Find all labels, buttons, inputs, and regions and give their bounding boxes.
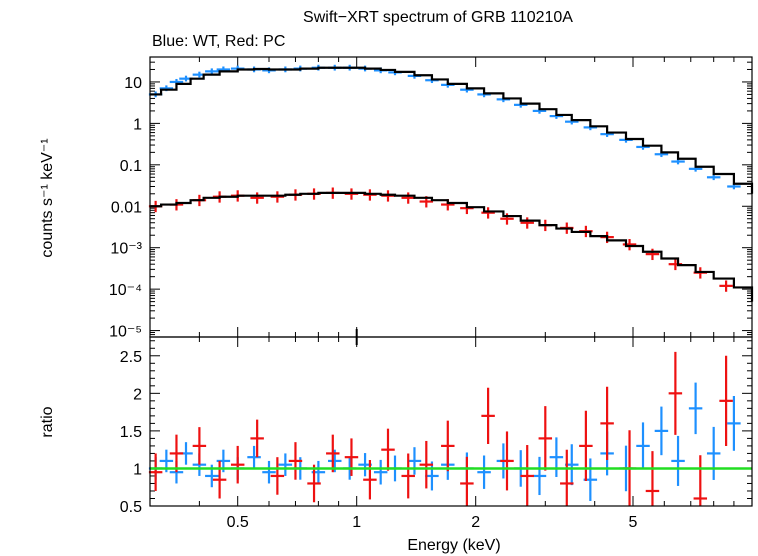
pc-ratio-point [288,442,303,480]
pc-ratio-point [401,453,415,499]
pc-data-point [719,280,733,292]
pc-ratio-point [212,460,227,499]
top-y-tick-label: 10⁻³ [110,241,142,258]
pc-ratio-point [538,406,553,471]
wt-ratio-point [278,453,293,476]
pc-data-point [344,188,359,200]
x-axis-label: Energy (keV) [407,537,500,554]
pc-data-point [481,207,495,219]
pc-ratio-point [307,464,321,503]
top-y-tick-label: 10⁻⁴ [109,282,142,299]
wt-ratio-point [425,461,439,491]
pc-ratio-point [460,456,474,506]
pc-data-point [381,190,395,202]
wt-ratio-point [727,395,741,451]
bottom-y-tick-label: 1.5 [120,424,142,441]
pc-ratio-point [645,451,660,506]
pc-ratio-point [419,440,434,489]
bottom-y-tick-label: 1 [133,461,142,478]
wt-ratio-point [247,445,261,469]
top-y-tick-label: 10 [124,75,142,92]
pc-data-point [363,189,377,201]
wt-data-point [706,174,721,181]
bottom-y-tick-label: 0.5 [120,499,142,516]
wt-ratio-point [373,459,388,485]
wt-ratio-point [706,426,721,480]
pc-data-point [645,248,660,261]
pc-ratio-point [363,459,377,500]
x-tick-label: 5 [629,514,638,531]
pc-ratio-point [381,428,395,471]
pc-ratio-point [668,351,683,435]
wt-ratio-point [407,447,422,475]
pc-ratio-point [481,387,495,445]
top-y-tick-label: 0.01 [111,199,142,216]
wt-ratio-point [262,460,276,484]
bottom-y-tick-label: 2.5 [120,349,142,366]
top-y-tick-label: 0.1 [120,158,142,175]
pc-ratio-point [169,434,184,473]
pc-data-point [520,217,534,229]
pc-ratio-point [560,449,574,506]
chart-subtitle: Blue: WT, Red: PC [152,33,285,50]
wt-ratio-point [532,456,547,496]
pc-ratio-point [693,455,708,506]
pc-ratio-point [230,445,245,484]
pc-ratio-point [270,457,285,495]
bottom-plot-frame [149,336,753,507]
x-tick-label: 0.5 [227,514,249,531]
pc-data-point [270,191,285,203]
wt-ratio-point [477,455,491,489]
pc-ratio-point [719,355,733,446]
ratio-panel: 0.5 1 2 5 0.5 1 1.5 2 2.5 [120,336,753,531]
bottom-y-axis-label: ratio [39,406,56,437]
wt-data-point [205,68,219,75]
wt-ratio-point [654,406,669,456]
chart-title: Swift−XRT spectrum of GRB 110210A [303,9,573,26]
bottom-y-tick-label: 2 [133,386,142,403]
pc-ratio-point [520,445,534,506]
pc-ratio-point [500,431,514,491]
spectrum-panel: 10 1 0.1 0.01 10⁻³ 10⁻⁴ 10⁻⁵ [109,56,754,345]
pc-ratio-point [250,419,264,458]
x-tick-label: 1 [352,514,361,531]
x-tick-label: 2 [471,514,480,531]
wt-ratio-point [671,435,685,486]
wt-ratio-point [688,382,703,435]
top-y-tick-label: 1 [133,116,142,133]
pc-ratio-point [148,453,163,491]
top-plot-frame [149,56,753,338]
pc-ratio-point [192,427,207,465]
pc-ratio-point [344,438,359,476]
pc-data-point [250,192,264,204]
pc-model-line [150,191,754,302]
top-y-tick-label: 10⁻⁵ [109,324,142,341]
wt-model-line [150,66,754,194]
pc-data-point [401,192,415,204]
wt-ratio-point [636,422,650,470]
top-y-axis-label: counts s⁻¹ keV⁻¹ [39,138,56,257]
pc-ratio-point [441,420,455,472]
wt-ratio-point [549,437,564,477]
pc-ratio-point [600,386,614,460]
pc-ratio-point [326,434,340,473]
